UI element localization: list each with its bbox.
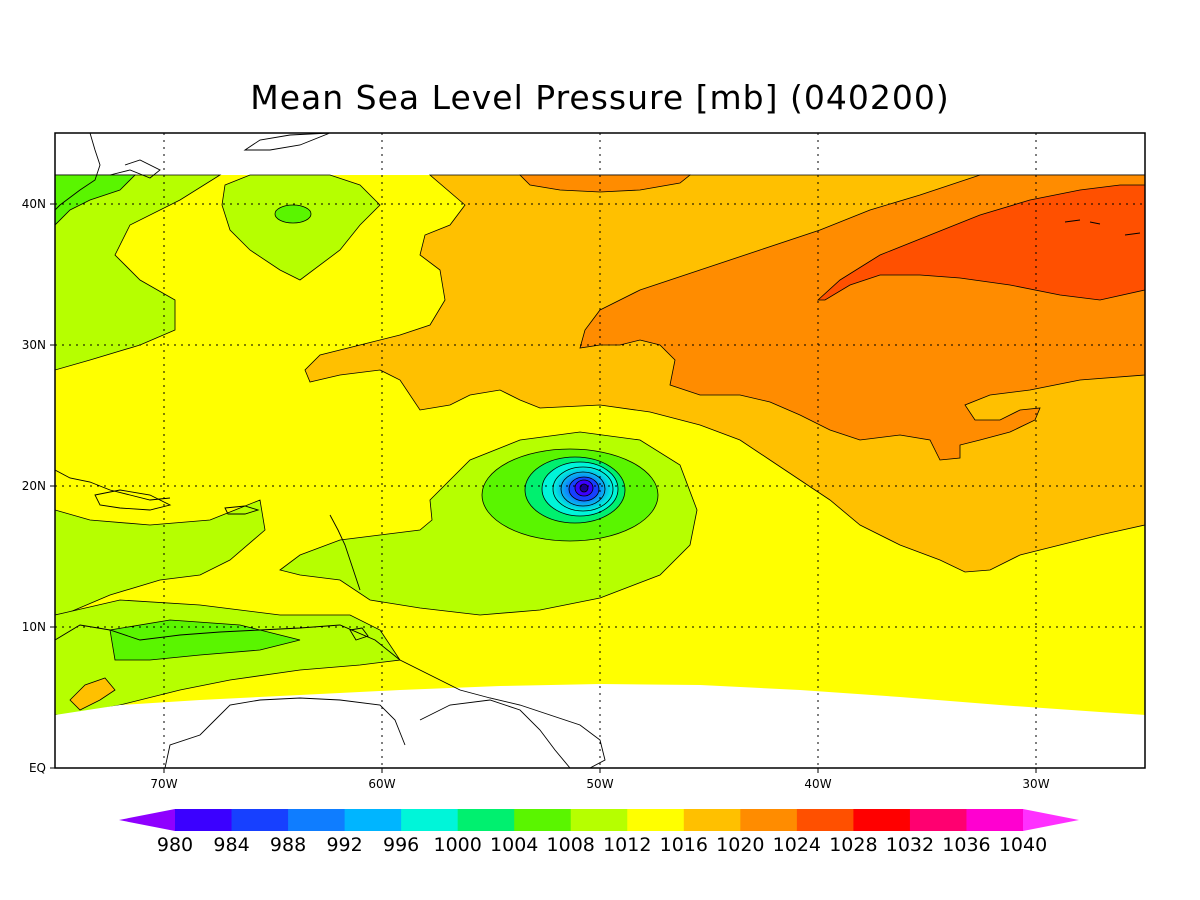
colorbar-label: 1028	[829, 834, 877, 856]
axis-ticks	[50, 203, 1037, 773]
colorbar-label: 1016	[660, 834, 708, 856]
colorbar-label: 992	[326, 834, 362, 856]
colorbar-label: 980	[157, 834, 193, 856]
colorbar-swatch	[909, 809, 967, 831]
coastline-venezuela-guyanas	[55, 624, 606, 768]
colorbar-arrow-low	[119, 809, 175, 831]
colorbar-swatch	[514, 809, 572, 831]
y-tick-label-30n: 30N	[22, 338, 46, 352]
colorbar-swatch	[175, 809, 233, 831]
colorbar-label: 1000	[433, 834, 481, 856]
y-tick-label-10n: 10N	[22, 620, 46, 634]
colorbar-swatch	[288, 809, 346, 831]
colorbar-label: 1024	[773, 834, 821, 856]
colorbar-label: 1040	[999, 834, 1047, 856]
colorbar-swatch	[796, 809, 854, 831]
x-tick-label-40w: 40W	[804, 777, 831, 791]
x-tick-label-70w: 70W	[150, 777, 177, 791]
coastline-newfoundland	[243, 133, 331, 151]
x-tick-label-50w: 50W	[586, 777, 613, 791]
contour-fill-1012-west	[55, 174, 222, 371]
coastline-trinidad	[349, 627, 369, 641]
y-tick-label-eq: EQ	[29, 761, 46, 775]
colorbar-label: 996	[383, 834, 419, 856]
y-tick-label-20n: 20N	[22, 479, 46, 493]
grid	[55, 133, 1145, 768]
coastline-northeast-america	[55, 133, 101, 211]
colorbar-swatch	[740, 809, 798, 831]
x-tick-label-30w: 30W	[1022, 777, 1049, 791]
coastline-cuba	[55, 469, 171, 501]
colorbar-swatch	[457, 809, 515, 831]
coastline-south-america-interior	[164, 697, 406, 768]
colorbar-label: 1020	[716, 834, 764, 856]
colorbar-label: 1008	[547, 834, 595, 856]
colorbar-arrow-high	[1023, 809, 1079, 831]
colorbar-swatch	[570, 809, 628, 831]
colorbar-label: 984	[213, 834, 249, 856]
coastline-brazil	[419, 699, 571, 768]
contour-fill-1016-coast	[69, 677, 116, 711]
contour-fill-1008-northblob	[274, 204, 312, 224]
colorbar-label: 1012	[603, 834, 651, 856]
colorbar-swatch	[853, 809, 911, 831]
contour-fill-1012-northblob	[221, 174, 381, 281]
coastline-hispaniola	[94, 489, 172, 511]
colorbar-label: 988	[270, 834, 306, 856]
contour-fill-1008-northwest	[55, 174, 136, 226]
map-title: Mean Sea Level Pressure [mb] (040200)	[250, 78, 950, 117]
coastline-lesser-antilles	[329, 514, 361, 591]
colorbar-swatch	[627, 809, 685, 831]
contour-fill-1028	[816, 184, 1145, 301]
colorbar-label: 1032	[886, 834, 934, 856]
colorbar-swatch	[683, 809, 741, 831]
coastline-island-atlantic	[1064, 219, 1141, 236]
contour-fill-1024-north	[519, 174, 692, 193]
coastlines	[55, 133, 1141, 768]
colorbar-swatch	[966, 809, 1024, 831]
colorbar-swatch	[344, 809, 402, 831]
colorbar-label: 1004	[490, 834, 538, 856]
no-data-south	[55, 684, 1145, 768]
coastline-puerto-rico	[224, 505, 260, 515]
x-tick-label-60w: 60W	[368, 777, 395, 791]
colorbar-swatch	[231, 809, 289, 831]
hurricane-ring-992	[560, 471, 606, 507]
hurricane-eye	[579, 483, 589, 493]
y-tick-label-40n: 40N	[22, 197, 46, 211]
colorbar-label: 1036	[942, 834, 990, 856]
colorbar: 980 984 988 992 996 1000 1004 1008 1012 1016 1020 1…	[119, 809, 1079, 856]
coastline-nova-scotia	[109, 159, 161, 179]
colorbar-swatch	[401, 809, 459, 831]
plot-area	[55, 133, 1145, 768]
